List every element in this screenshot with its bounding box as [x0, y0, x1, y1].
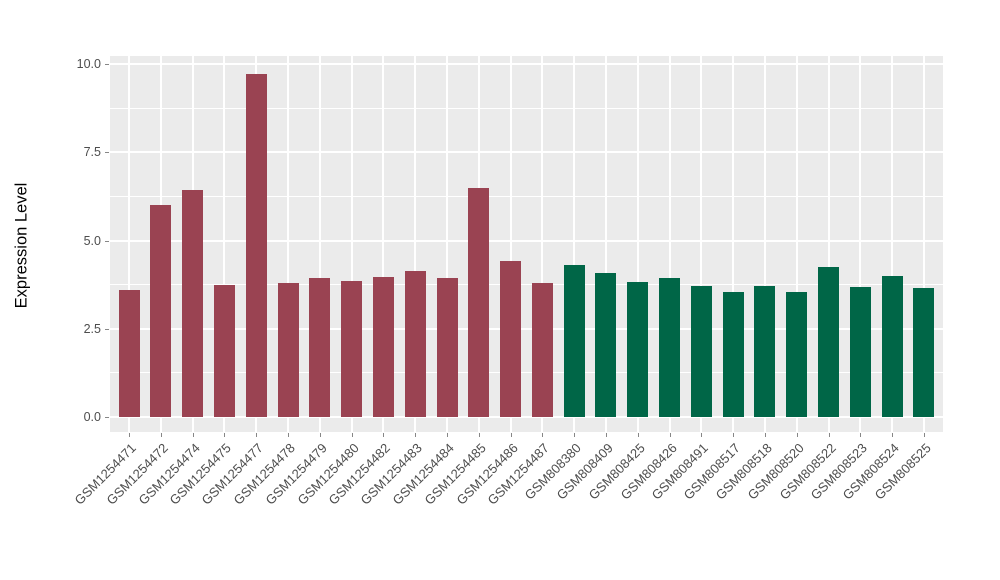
gridline-category [573, 56, 576, 432]
y-tick-mark [105, 417, 109, 418]
x-tick-mark [860, 433, 862, 437]
bar [595, 272, 617, 417]
y-tick-label: 10.0 [76, 57, 101, 71]
bar [118, 289, 140, 417]
gridline-category [509, 56, 512, 432]
x-tick-mark [923, 433, 925, 437]
x-tick-mark [256, 433, 258, 437]
x-tick-mark [351, 433, 353, 437]
x-tick-mark [574, 433, 576, 437]
gridline-category [859, 56, 862, 432]
y-tick-mark [105, 152, 109, 154]
x-tick-mark [669, 433, 671, 437]
gridline-category [922, 56, 925, 432]
y-tick-label: 2.5 [83, 321, 101, 336]
x-tick-mark [510, 433, 512, 437]
x-tick-mark [129, 433, 131, 437]
x-tick-mark [701, 433, 703, 437]
bar [309, 278, 331, 417]
x-tick-mark [383, 433, 385, 437]
gridline-major [110, 63, 943, 65]
bar [245, 74, 267, 417]
gridline-category [604, 56, 607, 432]
gridline-minor [110, 195, 943, 197]
gridline-category [700, 56, 703, 432]
x-tick-mark [447, 433, 448, 437]
bar [754, 285, 776, 417]
y-tick-label: 0.0 [83, 410, 101, 424]
bar [849, 287, 871, 417]
bar [182, 189, 204, 417]
bar [563, 265, 585, 417]
x-tick-mark [828, 433, 830, 437]
gridline-category [795, 56, 798, 432]
bar [722, 292, 744, 417]
gridline-category [223, 56, 226, 432]
bar [627, 282, 649, 417]
bar [341, 280, 363, 417]
y-tick-mark [105, 64, 109, 65]
x-tick-mark [764, 433, 766, 437]
bar [372, 276, 394, 417]
x-tick-mark [478, 433, 480, 437]
x-tick-mark [637, 433, 639, 437]
gridline-major [110, 239, 943, 242]
gridline-category [891, 56, 894, 432]
gridline-category [318, 56, 321, 432]
bar [277, 282, 299, 417]
bar [531, 282, 553, 417]
gridline-category [446, 56, 448, 432]
x-tick-mark [892, 433, 894, 437]
x-tick-mark [224, 433, 226, 437]
bar [913, 287, 935, 417]
bar [690, 286, 712, 417]
x-tick-mark [288, 433, 290, 437]
gridline-category [541, 56, 544, 432]
x-tick-mark [542, 433, 544, 437]
y-tick-label: 7.5 [83, 145, 101, 160]
y-axis-title: Expression Level [12, 182, 31, 309]
bar [659, 277, 681, 417]
gridline-category [732, 56, 735, 432]
plot-panel [110, 56, 943, 432]
bar [436, 278, 458, 417]
gridline-category [827, 56, 830, 432]
bar [468, 187, 490, 417]
x-tick-mark [192, 433, 194, 437]
x-tick-mark [733, 433, 735, 437]
x-tick-mark [415, 433, 417, 437]
bar [404, 270, 426, 417]
gridline-category [128, 56, 131, 432]
bar [213, 284, 235, 417]
gridline-category [382, 56, 385, 432]
y-tick-mark [105, 240, 109, 242]
gridline-minor [110, 284, 943, 286]
x-tick-mark [319, 433, 321, 437]
x-tick-mark [160, 433, 162, 437]
bar [500, 260, 522, 417]
gridline-major [110, 327, 943, 330]
gridline-category [287, 56, 290, 432]
bar [786, 292, 808, 417]
gridline-major [110, 416, 943, 418]
gridline-category [636, 56, 639, 432]
y-tick-mark [105, 328, 109, 330]
gridline-category [414, 56, 417, 432]
gridline-minor [110, 372, 943, 374]
gridline-major [110, 151, 943, 154]
gridline-category [668, 56, 671, 432]
x-tick-mark [796, 433, 798, 437]
y-tick-label: 5.0 [83, 233, 101, 248]
bar [881, 276, 903, 417]
bar [818, 266, 840, 417]
gridline-category [763, 56, 766, 432]
x-tick-mark [605, 433, 607, 437]
bar [150, 205, 172, 417]
gridline-minor [110, 107, 943, 109]
gridline-category [350, 56, 353, 432]
